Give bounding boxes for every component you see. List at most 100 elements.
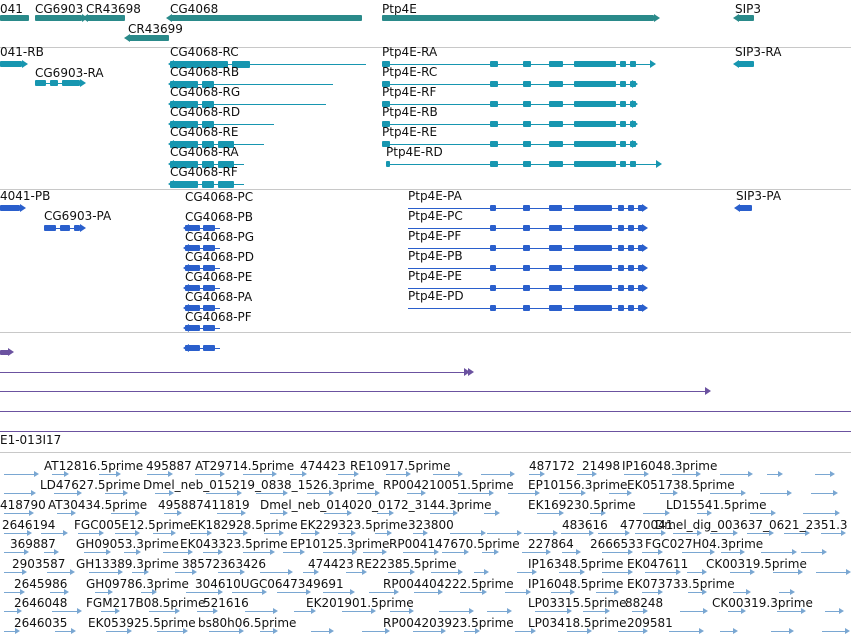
transcript-label[interactable]: CG4068-RC [170,45,239,59]
est-label[interactable]: EK073733.5prime [627,577,735,591]
est-label[interactable]: CK00319.3prime [712,596,813,610]
est-label[interactable]: Dmel_dig_003637_0621_2351.3 [655,518,848,532]
protein-label[interactable]: CG4068-PG [185,230,255,244]
protein-label[interactable]: CG4068-PC [185,190,254,204]
transcript-label[interactable]: CG4068-RF [170,165,238,179]
gene-label[interactable]: CR43699 [128,22,183,36]
est-label[interactable]: 4770041 [620,518,674,532]
protein-label[interactable]: CG4068-PD [185,250,255,264]
est-label[interactable]: Dmel_neb_014020_0172_3144.3prime [260,498,492,512]
est-label[interactable]: CK00319.5prime [706,557,807,571]
est-label[interactable]: GH09053.3prime [76,537,179,551]
est-label[interactable]: 227864 [528,537,574,551]
transcript-label[interactable]: CG4068-RE [170,125,239,139]
protein-label[interactable]: CG4068-PF [185,310,252,324]
est-label[interactable]: FGM217B08.5prime [86,596,206,610]
est-label[interactable]: RP004404222.5prime [383,577,514,591]
gene-label[interactable]: SIP3 [735,2,762,16]
transcript-label[interactable]: SIP3-RA [735,45,782,59]
est-label[interactable]: 2645986 [14,577,68,591]
protein-label[interactable]: Ptp4E-PC [408,209,463,223]
est-label[interactable]: GH13389.3prime [76,557,179,571]
gene-label[interactable]: CR43698 [86,2,141,16]
est-label[interactable]: 474423 [308,557,354,571]
transcript-label[interactable]: Ptp4E-RB [382,105,438,119]
protein-label[interactable]: Ptp4E-PA [408,189,462,203]
est-label[interactable]: EK229323.5prime [300,518,408,532]
transcript-label[interactable]: CG4068-RB [170,65,240,79]
transcript-label[interactable]: Ptp4E-RF [382,85,437,99]
est-label[interactable]: EK051738.5prime [627,478,735,492]
est-label[interactable]: EK201901.5prime [306,596,414,610]
est-label[interactable]: 487172 [529,459,575,473]
protein-label[interactable]: CG4068-PE [185,270,253,284]
est-label[interactable]: 88248 [625,596,664,610]
gene-label[interactable]: CG6903 [35,2,84,16]
est-label[interactable]: 474423 [300,459,346,473]
est-label[interactable]: LD15541.5prime [666,498,767,512]
est-label[interactable]: EP10156.3prime [528,478,628,492]
est-label[interactable]: RP004203923.5prime [383,616,514,630]
transcript-label[interactable]: Ptp4E-RE [382,125,438,139]
est-label[interactable]: EK043323.5prime [180,537,288,551]
est-label[interactable]: IP16048.3prime [622,459,718,473]
protein-label[interactable]: Ptp4E-PB [408,249,463,263]
transcript-label[interactable]: Ptp4E-RC [382,65,438,79]
est-label[interactable]: RE22385.5prime [356,557,457,571]
transcript-label[interactable]: CG4068-RD [170,105,241,119]
est-label[interactable]: RP004210051.5prime [383,478,514,492]
est-label[interactable]: 2666533 [590,537,644,551]
est-label[interactable]: bs80h06.5prime [198,616,297,630]
protein-label[interactable]: Ptp4E-PF [408,229,462,243]
est-label[interactable]: 2646194 [2,518,56,532]
est-label[interactable]: 369887 [10,537,56,551]
est-label[interactable]: IP16348.5prime [528,557,624,571]
est-label[interactable]: AT30434.5prime [48,498,148,512]
transcript-label[interactable]: CG6903-RA [35,66,104,80]
protein-label[interactable]: Ptp4E-PE [408,269,462,283]
clone-label[interactable]: E1-013I17 [0,433,62,447]
est-label[interactable]: GH09786.3prime [86,577,189,591]
transcript-label[interactable]: 041-RB [0,45,44,59]
est-label[interactable]: RE10917.5prime [350,459,451,473]
est-label[interactable]: LP03418.5prime [528,616,627,630]
protein-label[interactable]: CG6903-PA [44,209,112,223]
transcript-label[interactable]: CG4068-RG [170,85,241,99]
est-label[interactable]: 495887 [146,459,192,473]
transcript-label[interactable]: Ptp4E-RD [386,145,443,159]
est-label[interactable]: 304610UGC0647349691 [195,577,344,591]
protein-label[interactable]: CG4068-PB [185,210,254,224]
protein-label[interactable]: CG4068-PA [185,290,253,304]
est-label[interactable]: 2646035 [14,616,68,630]
est-label[interactable]: EK053925.5prime [88,616,196,630]
est-label[interactable]: 209581 [627,616,673,630]
est-label[interactable]: 21498 [582,459,621,473]
est-label[interactable]: AT12816.5prime [44,459,144,473]
est-label[interactable]: 521616 [203,596,249,610]
gene-label[interactable]: Ptp4E [382,2,417,16]
est-label[interactable]: EP10125.3prime [290,537,390,551]
est-label[interactable]: Dmel_neb_015219_0838_1526.3prime [143,478,375,492]
est-label[interactable]: 2646048 [14,596,68,610]
est-label[interactable]: 483616 [562,518,608,532]
est-label[interactable]: IP16048.5prime [528,577,624,591]
est-label[interactable]: 2903587 [12,557,66,571]
est-label[interactable]: EK169230.5prime [528,498,636,512]
est-label[interactable]: FGC005E12.5prime [74,518,191,532]
est-label[interactable]: 38572363426 [182,557,266,571]
est-label[interactable]: AT29714.5prime [195,459,295,473]
est-label[interactable]: 323800 [408,518,454,532]
protein-label[interactable]: SIP3-PA [736,189,782,203]
est-label[interactable]: EK182928.5prime [190,518,298,532]
gene-label[interactable]: 041 [0,2,23,16]
protein-label[interactable]: Ptp4E-PD [408,289,464,303]
est-label[interactable]: LP03315.5prime [528,596,627,610]
est-label[interactable]: EK047611 [627,557,689,571]
protein-label[interactable]: 4041-PB [0,189,51,203]
est-label[interactable]: RP004147670.5prime [389,537,520,551]
est-label[interactable]: 495887411819 [158,498,250,512]
est-label[interactable]: LD47627.5prime [40,478,141,492]
transcript-label[interactable]: Ptp4E-RA [382,45,438,59]
est-label[interactable]: FGC027H04.3prime [645,537,764,551]
est-label[interactable]: 418790 [0,498,46,512]
